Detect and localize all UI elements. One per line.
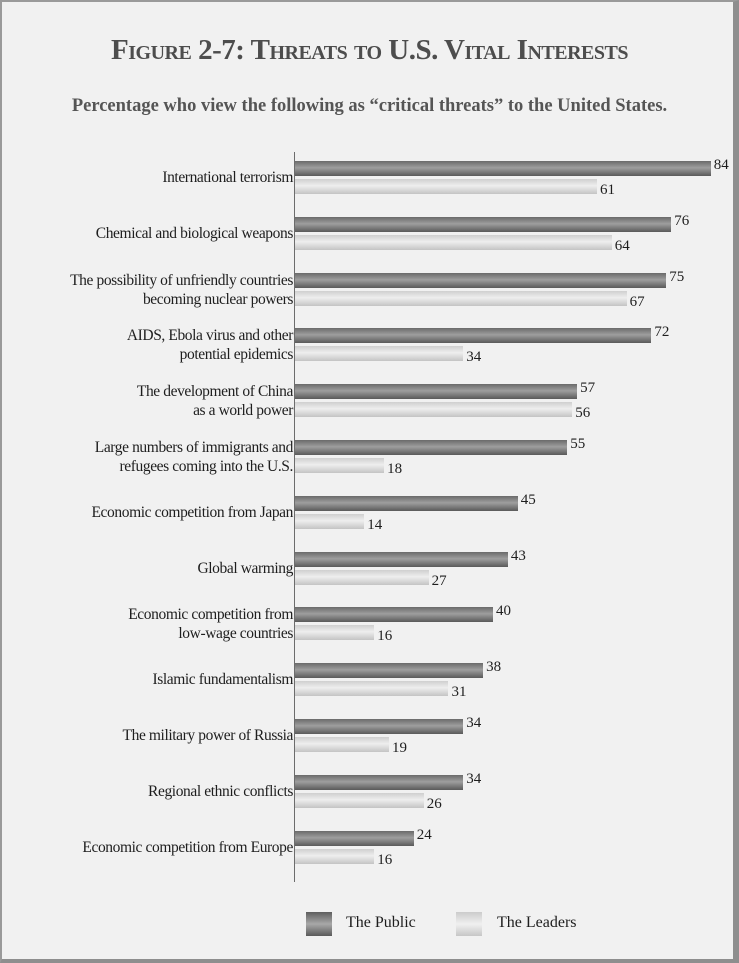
leaders-value-label-the-development-of-china-as-a-world-powe: 56 <box>575 405 591 421</box>
public-value-label-economic-competition-from-low-wage-count: 40 <box>496 603 511 619</box>
leaders-bar-islamic-fundamentalism <box>295 681 449 696</box>
leaders-value-label-economic-competition-from-europe: 16 <box>377 852 393 868</box>
public-bar-aids-ebola-virus-and-other-potential-epi <box>295 328 652 343</box>
public-value-label-economic-competition-from-japan: 45 <box>520 492 536 508</box>
category-label-economic-competition-from-japan: Economic competition from Japan <box>3 503 293 522</box>
leaders-bar-economic-competition-from-europe <box>295 849 375 864</box>
category-label-line: Economic competition from <box>128 605 293 623</box>
leaders-bar-the-military-power-of-russia <box>295 737 390 752</box>
category-label-line: Chemical and biological weapons <box>95 225 294 242</box>
category-label-international-terrorism: International terrorism <box>3 168 293 187</box>
leaders-bar-regional-ethnic-conflicts <box>295 793 424 808</box>
public-value-label-regional-ethnic-conflicts: 34 <box>466 771 482 787</box>
public-value-label-the-development-of-china-as-a-world-powe: 57 <box>580 380 596 396</box>
leaders-bar-the-development-of-china-as-a-world-powe <box>295 402 573 417</box>
public-bar-international-terrorism <box>295 161 711 176</box>
category-label-line: The possibility of unfriendly countries <box>70 271 293 289</box>
leaders-value-label-the-military-power-of-russia: 19 <box>392 740 408 756</box>
legend-label-public: The Public <box>346 914 416 931</box>
category-label-line: potential epidemics <box>179 345 294 363</box>
leaders-bar-global-warming <box>295 570 429 585</box>
leaders-bar-economic-competition-from-japan <box>295 514 365 529</box>
public-value-label-global-warming: 43 <box>510 548 526 564</box>
category-label-line: becoming nuclear powers <box>142 290 293 308</box>
leaders-value-label-global-warming: 27 <box>431 573 447 589</box>
category-axis-line <box>294 152 295 882</box>
category-label-the-development-of-china-as-a-world-powe: The development of China as a world power <box>3 382 294 420</box>
category-label-global-warming: Global warming <box>3 559 293 578</box>
category-label-line: Economic competition from Europe <box>82 839 293 856</box>
leaders-value-label-chemical-and-biological-weapons: 64 <box>614 238 630 254</box>
category-label-large-numbers-of-immigrants-and-refugees: Large numbers of immigrants and refugees … <box>3 438 294 476</box>
chart-title: Figure 2-7: Threats to U.S. Vital Intere… <box>111 34 628 66</box>
category-label-line: low-wage countries <box>178 624 293 642</box>
public-bar-the-military-power-of-russia <box>295 719 464 734</box>
public-value-label-large-numbers-of-immigrants-and-refugees: 55 <box>570 436 586 452</box>
category-label-line: as a world power <box>193 401 293 419</box>
public-bar-the-development-of-china-as-a-world-powe <box>295 384 578 399</box>
leaders-bar-international-terrorism <box>295 179 597 194</box>
leaders-value-label-regional-ethnic-conflicts: 26 <box>426 796 442 812</box>
legend-label-leaders: The Leaders <box>497 914 577 931</box>
public-value-label-aids-ebola-virus-and-other-potential-epi: 72 <box>654 324 670 340</box>
leaders-bar-aids-ebola-virus-and-other-potential-epi <box>295 346 464 361</box>
category-label-regional-ethnic-conflicts: Regional ethnic conflicts <box>3 782 293 801</box>
public-bar-economic-competition-from-japan <box>295 496 518 511</box>
public-bar-large-numbers-of-immigrants-and-refugees <box>295 440 568 455</box>
category-label-economic-competition-from-europe: Economic competition from Europe <box>3 838 293 857</box>
public-value-label-islamic-fundamentalism: 38 <box>486 659 502 675</box>
category-label-chemical-and-biological-weapons: Chemical and biological weapons <box>3 224 294 243</box>
category-label-aids-ebola-virus-and-other-potential-epi: AIDS, Ebola virus and other potential epi… <box>3 326 294 364</box>
public-value-label-international-terrorism: 84 <box>713 157 729 173</box>
public-value-label-chemical-and-biological-weapons: 76 <box>674 213 690 229</box>
category-label-islamic-fundamentalism: Islamic fundamentalism <box>3 670 293 689</box>
public-value-label-economic-competition-from-europe: 24 <box>416 827 432 843</box>
category-label-economic-competition-from-low-wage-count: Economic competition from low-wage countr… <box>3 605 293 643</box>
category-label-line: Global warming <box>197 560 293 577</box>
leaders-value-label-large-numbers-of-immigrants-and-refugees: 18 <box>387 461 403 477</box>
leaders-bar-the-possibility-of-unfriendly-countries- <box>295 291 627 306</box>
category-label-line: International terrorism <box>162 169 293 186</box>
public-bar-global-warming <box>295 552 508 567</box>
chart-subtitle: Percentage who view the following as “cr… <box>71 96 668 116</box>
leaders-value-label-economic-competition-from-low-wage-count: 16 <box>377 628 393 644</box>
category-label-line: AIDS, Ebola virus and other <box>126 326 294 344</box>
public-value-label-the-military-power-of-russia: 34 <box>466 715 482 731</box>
leaders-value-label-the-possibility-of-unfriendly-countries-: 67 <box>629 294 645 310</box>
leaders-value-label-international-terrorism: 61 <box>599 182 615 198</box>
legend-swatch-public <box>306 912 332 936</box>
public-bar-regional-ethnic-conflicts <box>295 775 464 790</box>
category-label-line: The military power of Russia <box>122 727 294 744</box>
leaders-value-label-aids-ebola-virus-and-other-potential-epi: 34 <box>466 349 482 365</box>
public-bar-islamic-fundamentalism <box>295 663 484 678</box>
public-value-label-the-possibility-of-unfriendly-countries-: 75 <box>669 269 685 285</box>
public-bar-economic-competition-from-low-wage-count <box>295 607 493 622</box>
category-label-line: refugees coming into the U.S. <box>119 457 294 475</box>
category-label-the-possibility-of-unfriendly-countries-: The possibility of unfriendly countries b… <box>3 271 293 309</box>
category-label-line: Islamic fundamentalism <box>152 671 293 688</box>
leaders-value-label-islamic-fundamentalism: 31 <box>451 684 467 700</box>
leaders-value-label-economic-competition-from-japan: 14 <box>367 517 383 533</box>
legend-swatch-leaders <box>456 912 482 936</box>
leaders-bar-economic-competition-from-low-wage-count <box>295 625 375 640</box>
category-label-line: Economic competition from Japan <box>91 504 293 521</box>
category-label-line: The development of China <box>136 382 294 400</box>
leaders-bar-large-numbers-of-immigrants-and-refugees <box>295 458 385 473</box>
category-label-the-military-power-of-russia: The military power of Russia <box>3 726 294 745</box>
public-bar-the-possibility-of-unfriendly-countries- <box>295 273 667 288</box>
public-bar-economic-competition-from-europe <box>295 831 414 846</box>
public-bar-chemical-and-biological-weapons <box>295 217 672 232</box>
category-label-line: Regional ethnic conflicts <box>148 783 293 800</box>
category-label-line: Large numbers of immigrants and <box>94 438 294 456</box>
leaders-bar-chemical-and-biological-weapons <box>295 235 612 250</box>
